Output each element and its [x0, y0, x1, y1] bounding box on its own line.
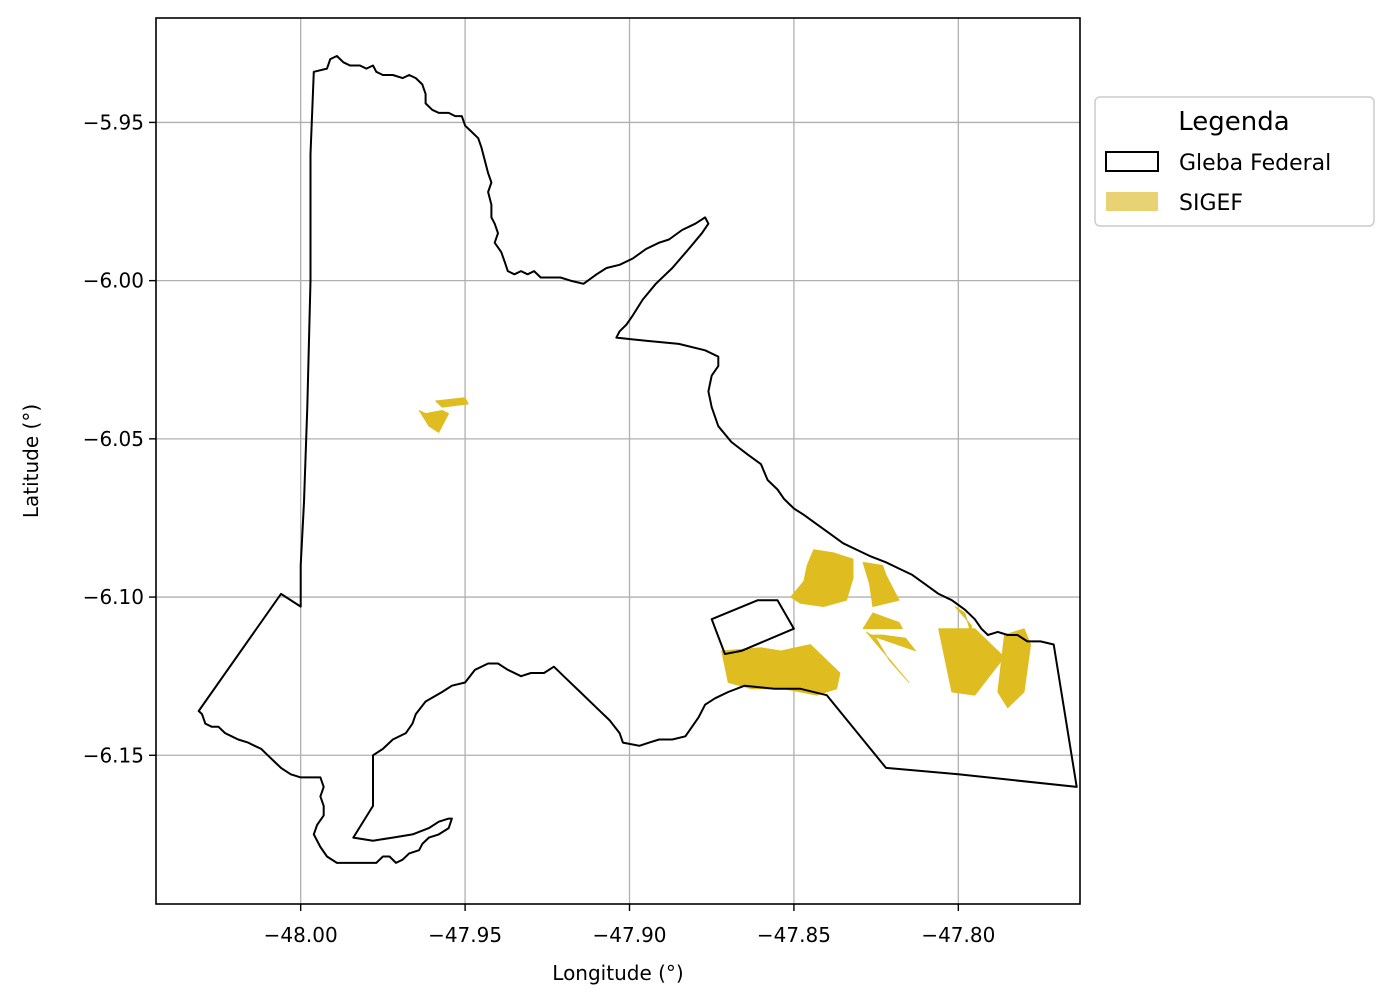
- y-axis-ticks: −5.95 −6.00 −6.05 −6.10 −6.15: [83, 110, 156, 767]
- gleba-federal-layer: [197, 55, 1078, 864]
- legend-label-gleba-federal: Gleba Federal: [1179, 151, 1331, 176]
- y-tick-label: −6.00: [83, 269, 144, 293]
- x-axis-title: Longitude (°): [552, 961, 683, 985]
- sigef-parcel: [418, 409, 450, 433]
- gridlines: [156, 18, 1080, 904]
- sigef-parcel: [954, 606, 972, 636]
- x-tick-label: −47.80: [921, 923, 995, 947]
- sigef-parcel: [790, 549, 854, 607]
- x-tick-label: −47.85: [757, 923, 831, 947]
- y-tick-label: −5.95: [83, 110, 144, 134]
- y-tick-label: −6.10: [83, 585, 144, 609]
- y-axis-title: Latitude (°): [19, 404, 43, 518]
- x-axis-ticks: −48.00 −47.95 −47.90 −47.85 −47.80: [264, 904, 995, 947]
- y-tick-label: −6.05: [83, 427, 144, 451]
- gleba-federal-boundary: [710, 599, 795, 655]
- sigef-parcel: [938, 628, 1005, 696]
- x-tick-label: −48.00: [264, 923, 338, 947]
- axes-frame: [155, 17, 1081, 905]
- y-tick-label: −6.15: [83, 743, 144, 767]
- sigef-layer: [418, 397, 1032, 709]
- legend-swatch-sigef: [1106, 192, 1158, 211]
- sigef-parcel: [862, 561, 900, 607]
- legend-label-sigef: SIGEF: [1179, 191, 1243, 216]
- x-tick-label: −47.90: [593, 923, 667, 947]
- sigef-parcel: [862, 612, 903, 630]
- gleba-federal-boundary: [197, 55, 1078, 864]
- sigef-parcel: [997, 628, 1032, 709]
- x-tick-label: −47.95: [428, 923, 502, 947]
- legend-box: [1094, 96, 1375, 227]
- sigef-parcel: [869, 634, 916, 652]
- legend-swatch-gleba-federal: [1105, 151, 1159, 172]
- legend-title: Legenda: [1178, 107, 1289, 137]
- legend: Legenda Gleba Federal SIGEF: [1094, 96, 1375, 227]
- sigef-parcel: [865, 631, 910, 683]
- sigef-parcel: [435, 397, 469, 408]
